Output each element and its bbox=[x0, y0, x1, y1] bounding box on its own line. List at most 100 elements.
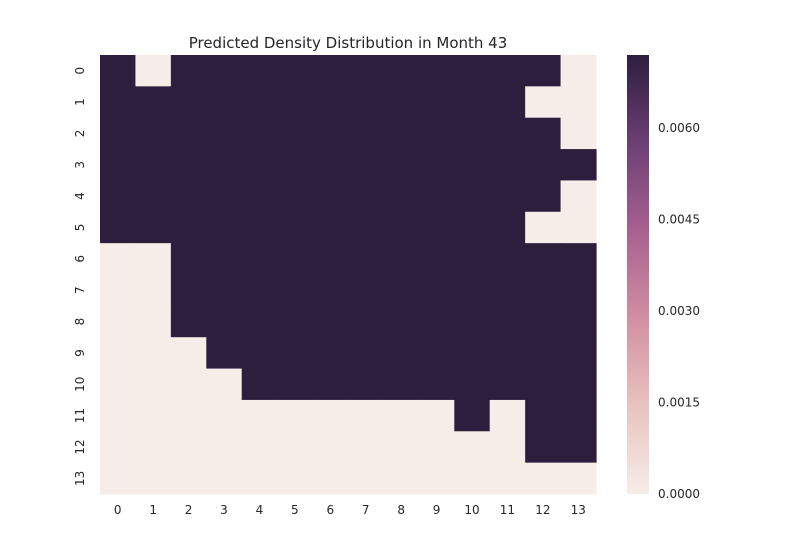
heatmap-cell-r11-c8 bbox=[383, 399, 420, 432]
heatmap-cell-r13-c7 bbox=[348, 462, 385, 495]
y-tick-label: 7 bbox=[73, 286, 87, 294]
heatmap-cell-r2-c0 bbox=[100, 117, 137, 150]
heatmap-cell-r13-c6 bbox=[312, 462, 349, 495]
heatmap-cell-r5-c8 bbox=[383, 211, 420, 244]
y-tick-label: 9 bbox=[73, 349, 87, 357]
y-tick-label: 5 bbox=[73, 224, 87, 232]
heatmap-cell-r7-c5 bbox=[277, 274, 314, 307]
heatmap-cell-r12-c7 bbox=[348, 431, 385, 464]
heatmap-cell-r6-c12 bbox=[525, 243, 562, 276]
heatmap-cell-r9-c8 bbox=[383, 337, 420, 370]
heatmap-cell-r5-c10 bbox=[454, 211, 491, 244]
heatmap-cell-r0-c1 bbox=[135, 55, 172, 87]
y-tick-label: 10 bbox=[73, 377, 87, 392]
heatmap-cell-r9-c0 bbox=[100, 337, 137, 370]
heatmap-cell-r8-c7 bbox=[348, 305, 385, 338]
heatmap-cell-r13-c4 bbox=[241, 462, 278, 495]
heatmap-cell-r9-c12 bbox=[525, 337, 562, 370]
heatmap-cell-r6-c6 bbox=[312, 243, 349, 276]
x-tick-label: 6 bbox=[326, 503, 334, 517]
heatmap-cell-r12-c5 bbox=[277, 431, 314, 464]
heatmap-cell-r8-c0 bbox=[100, 305, 137, 338]
x-tick-label: 9 bbox=[433, 503, 441, 517]
heatmap-cell-r12-c12 bbox=[525, 431, 562, 464]
heatmap-cell-r1-c4 bbox=[241, 86, 278, 119]
heatmap-cell-r12-c13 bbox=[560, 431, 597, 464]
heatmap-cell-r6-c9 bbox=[418, 243, 455, 276]
heatmap-cell-r8-c11 bbox=[489, 305, 526, 338]
heatmap-cell-r11-c7 bbox=[348, 399, 385, 432]
heatmap-cell-r10-c10 bbox=[454, 368, 491, 401]
x-tick-label: 7 bbox=[362, 503, 370, 517]
heatmap-cell-r1-c2 bbox=[170, 86, 207, 119]
heatmap-cell-r3-c0 bbox=[100, 149, 137, 182]
heatmap-cell-r10-c12 bbox=[525, 368, 562, 401]
heatmap-cell-r2-c7 bbox=[348, 117, 385, 150]
heatmap-cell-r4-c13 bbox=[560, 180, 597, 213]
heatmap-cell-r10-c4 bbox=[241, 368, 278, 401]
y-tick-label: 0 bbox=[73, 67, 87, 75]
heatmap-cell-r9-c10 bbox=[454, 337, 491, 370]
heatmap-cell-r10-c8 bbox=[383, 368, 420, 401]
heatmap-cell-r7-c6 bbox=[312, 274, 349, 307]
heatmap-cell-r6-c7 bbox=[348, 243, 385, 276]
heatmap-cell-r5-c7 bbox=[348, 211, 385, 244]
x-tick-label: 2 bbox=[185, 503, 193, 517]
heatmap-cell-r7-c2 bbox=[170, 274, 207, 307]
heatmap-cell-r2-c12 bbox=[525, 117, 562, 150]
heatmap-cell-r5-c5 bbox=[277, 211, 314, 244]
heatmap-cell-r1-c9 bbox=[418, 86, 455, 119]
heatmap-cell-r7-c0 bbox=[100, 274, 137, 307]
heatmap-cell-r3-c8 bbox=[383, 149, 420, 182]
colorbar-ticks: 0.0000 0.0015 0.0030 0.0045 0.0060 bbox=[658, 121, 700, 501]
heatmap-cell-r6-c13 bbox=[560, 243, 597, 276]
heatmap-cell-r1-c0 bbox=[100, 86, 137, 119]
heatmap-cell-r4-c4 bbox=[241, 180, 278, 213]
heatmap-cell-r10-c0 bbox=[100, 368, 137, 401]
heatmap-cell-r13-c5 bbox=[277, 462, 314, 495]
heatmap-cell-r9-c3 bbox=[206, 337, 243, 370]
x-tick-label: 13 bbox=[571, 503, 586, 517]
heatmap-cell-r3-c5 bbox=[277, 149, 314, 182]
colorbar bbox=[627, 55, 649, 494]
heatmap-cell-r9-c6 bbox=[312, 337, 349, 370]
heatmap-cell-r8-c10 bbox=[454, 305, 491, 338]
colorbar-tick-label: 0.0045 bbox=[658, 213, 700, 227]
heatmap-cell-r5-c6 bbox=[312, 211, 349, 244]
heatmap-cell-r2-c4 bbox=[241, 117, 278, 150]
heatmap-cell-r8-c5 bbox=[277, 305, 314, 338]
heatmap-cell-r12-c6 bbox=[312, 431, 349, 464]
x-tick-label: 12 bbox=[535, 503, 550, 517]
y-tick-label: 12 bbox=[73, 439, 87, 454]
heatmap-cell-r10-c9 bbox=[418, 368, 455, 401]
heatmap-cell-r11-c5 bbox=[277, 399, 314, 432]
heatmap-cell-r7-c9 bbox=[418, 274, 455, 307]
heatmap-cell-r12-c3 bbox=[206, 431, 243, 464]
heatmap-cell-r10-c13 bbox=[560, 368, 597, 401]
colorbar-tick-label: 0.0015 bbox=[658, 396, 700, 410]
heatmap-cell-r7-c12 bbox=[525, 274, 562, 307]
heatmap-cell-r3-c3 bbox=[206, 149, 243, 182]
heatmap-cell-r2-c9 bbox=[418, 117, 455, 150]
y-tick-label: 13 bbox=[73, 471, 87, 486]
heatmap-cell-r6-c1 bbox=[135, 243, 172, 276]
heatmap-cell-r0-c8 bbox=[383, 55, 420, 87]
heatmap-cell-r13-c12 bbox=[525, 462, 562, 495]
heatmap-cell-r1-c12 bbox=[525, 86, 562, 119]
heatmap-cell-r1-c5 bbox=[277, 86, 314, 119]
heatmap-cell-r11-c6 bbox=[312, 399, 349, 432]
heatmap-cell-r4-c9 bbox=[418, 180, 455, 213]
heatmap-cell-r1-c13 bbox=[560, 86, 597, 119]
heatmap-cell-r0-c0 bbox=[100, 55, 137, 87]
heatmap-cell-r4-c8 bbox=[383, 180, 420, 213]
heatmap-cell-r13-c1 bbox=[135, 462, 172, 495]
y-tick-label: 3 bbox=[73, 161, 87, 169]
heatmap-cell-r2-c11 bbox=[489, 117, 526, 150]
heatmap-cell-r5-c4 bbox=[241, 211, 278, 244]
heatmap-cell-r8-c4 bbox=[241, 305, 278, 338]
heatmap-cell-r3-c2 bbox=[170, 149, 207, 182]
heatmap-cell-r4-c12 bbox=[525, 180, 562, 213]
heatmap-cell-r3-c13 bbox=[560, 149, 597, 182]
heatmap-cell-r10-c11 bbox=[489, 368, 526, 401]
